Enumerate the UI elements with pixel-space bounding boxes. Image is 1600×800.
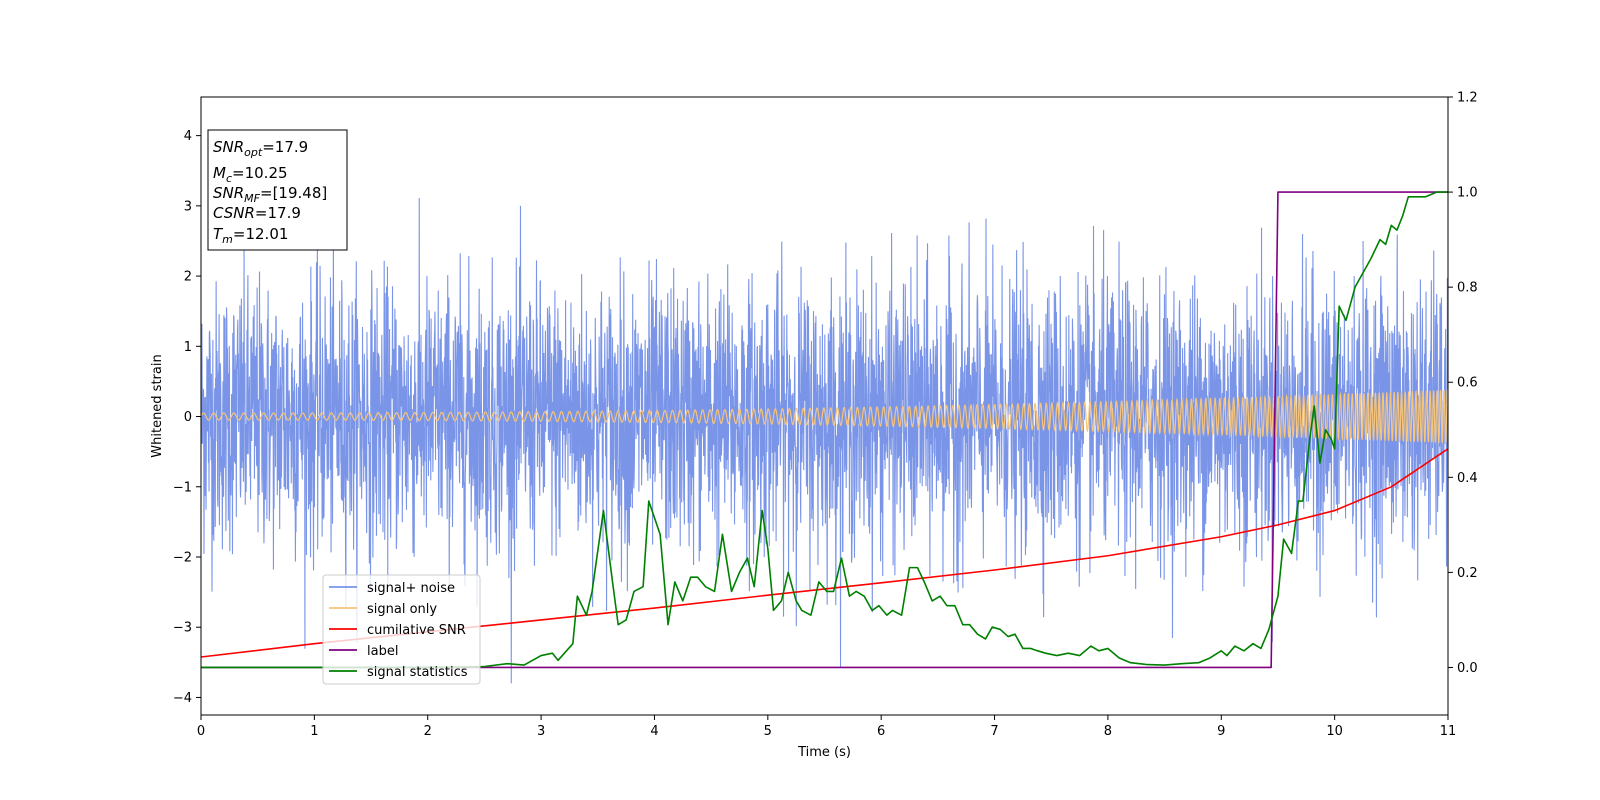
info-box-line: Mc=10.25: [213, 164, 288, 185]
legend-label: signal statistics: [367, 665, 468, 680]
legend-label: cumilative SNR: [367, 623, 466, 638]
legend-frame: [322, 574, 481, 685]
x-tick-label: 9: [1217, 724, 1225, 739]
x-tick-label: 10: [1326, 724, 1343, 739]
y-left-tick-label: −3: [173, 621, 192, 636]
y-right-tick-label: 0.6: [1457, 376, 1478, 391]
x-tick-label: 0: [197, 724, 205, 739]
x-tick-label: 1: [310, 724, 318, 739]
y-left-tick-label: 1: [184, 340, 192, 355]
x-axis-label: Time (s): [797, 745, 851, 760]
y-right-tick-label: 0.2: [1457, 566, 1478, 581]
x-tick-label: 6: [877, 724, 885, 739]
y-left-tick-label: 0: [184, 410, 192, 425]
info-box: SNRopt=17.9 Mc=10.25SNRMF=[19.48]CSNR=17.…: [207, 129, 348, 251]
info-box-line: CSNR=17.9: [213, 204, 301, 222]
legend-label: signal only: [367, 602, 437, 617]
legend-item: cumilative SNR: [329, 623, 466, 638]
x-tick-label: 8: [1104, 724, 1112, 739]
series-signal-only: [201, 389, 1448, 444]
legend-item: signal+ noise: [329, 581, 455, 596]
series-label: [201, 191, 1448, 669]
y-right-tick-label: 0.8: [1457, 281, 1478, 296]
y-left-tick-label: 4: [184, 129, 192, 144]
y-axis-right: 0.0 0.2 0.4 0.6 0.8 1.0 1.2: [1448, 91, 1478, 676]
y-left-tick-label: 3: [184, 199, 192, 214]
x-tick-label: 2: [424, 724, 432, 739]
info-box-line: Tm=12.01: [213, 225, 288, 246]
plot-frame: [200, 96, 1449, 716]
y-left-tick-label: −4: [173, 691, 192, 706]
legend-label: label: [367, 644, 398, 659]
info-box-line: SNRopt=17.9: [213, 138, 308, 159]
legend: signal+ noise signal only cumilative SNR la…: [322, 574, 481, 685]
legend-label: signal+ noise: [367, 581, 455, 596]
legend-item: label: [329, 644, 398, 659]
y-left-tick-label: −1: [173, 480, 192, 495]
series-signal-noise: [201, 198, 1448, 684]
legend-item: signal statistics: [329, 665, 468, 680]
x-tick-label: 4: [650, 724, 658, 739]
x-tick-label: 5: [764, 724, 772, 739]
y-right-tick-label: 1.0: [1457, 186, 1478, 201]
y-axis-label: Whitened strain: [150, 354, 165, 457]
y-axis-left: −4 −3 −2 −1 0 1 2 3 4: [173, 129, 201, 706]
x-axis: 0 1 2 3 4 5 6 7 8 9 10 11: [197, 715, 1456, 739]
series-signal-statistics: [201, 191, 1448, 669]
info-box-line: SNRMF=[19.48]: [213, 184, 327, 205]
y-left-tick-label: 2: [184, 270, 192, 285]
y-right-tick-label: 1.2: [1457, 91, 1478, 106]
y-left-tick-label: −2: [173, 550, 192, 565]
y-right-tick-label: 0.4: [1457, 471, 1478, 486]
legend-item: signal only: [329, 602, 437, 617]
x-tick-label: 7: [990, 724, 998, 739]
x-tick-label: 11: [1440, 724, 1457, 739]
info-box-frame: [207, 129, 348, 251]
x-tick-label: 3: [537, 724, 545, 739]
y-right-tick-label: 0.0: [1457, 661, 1478, 676]
